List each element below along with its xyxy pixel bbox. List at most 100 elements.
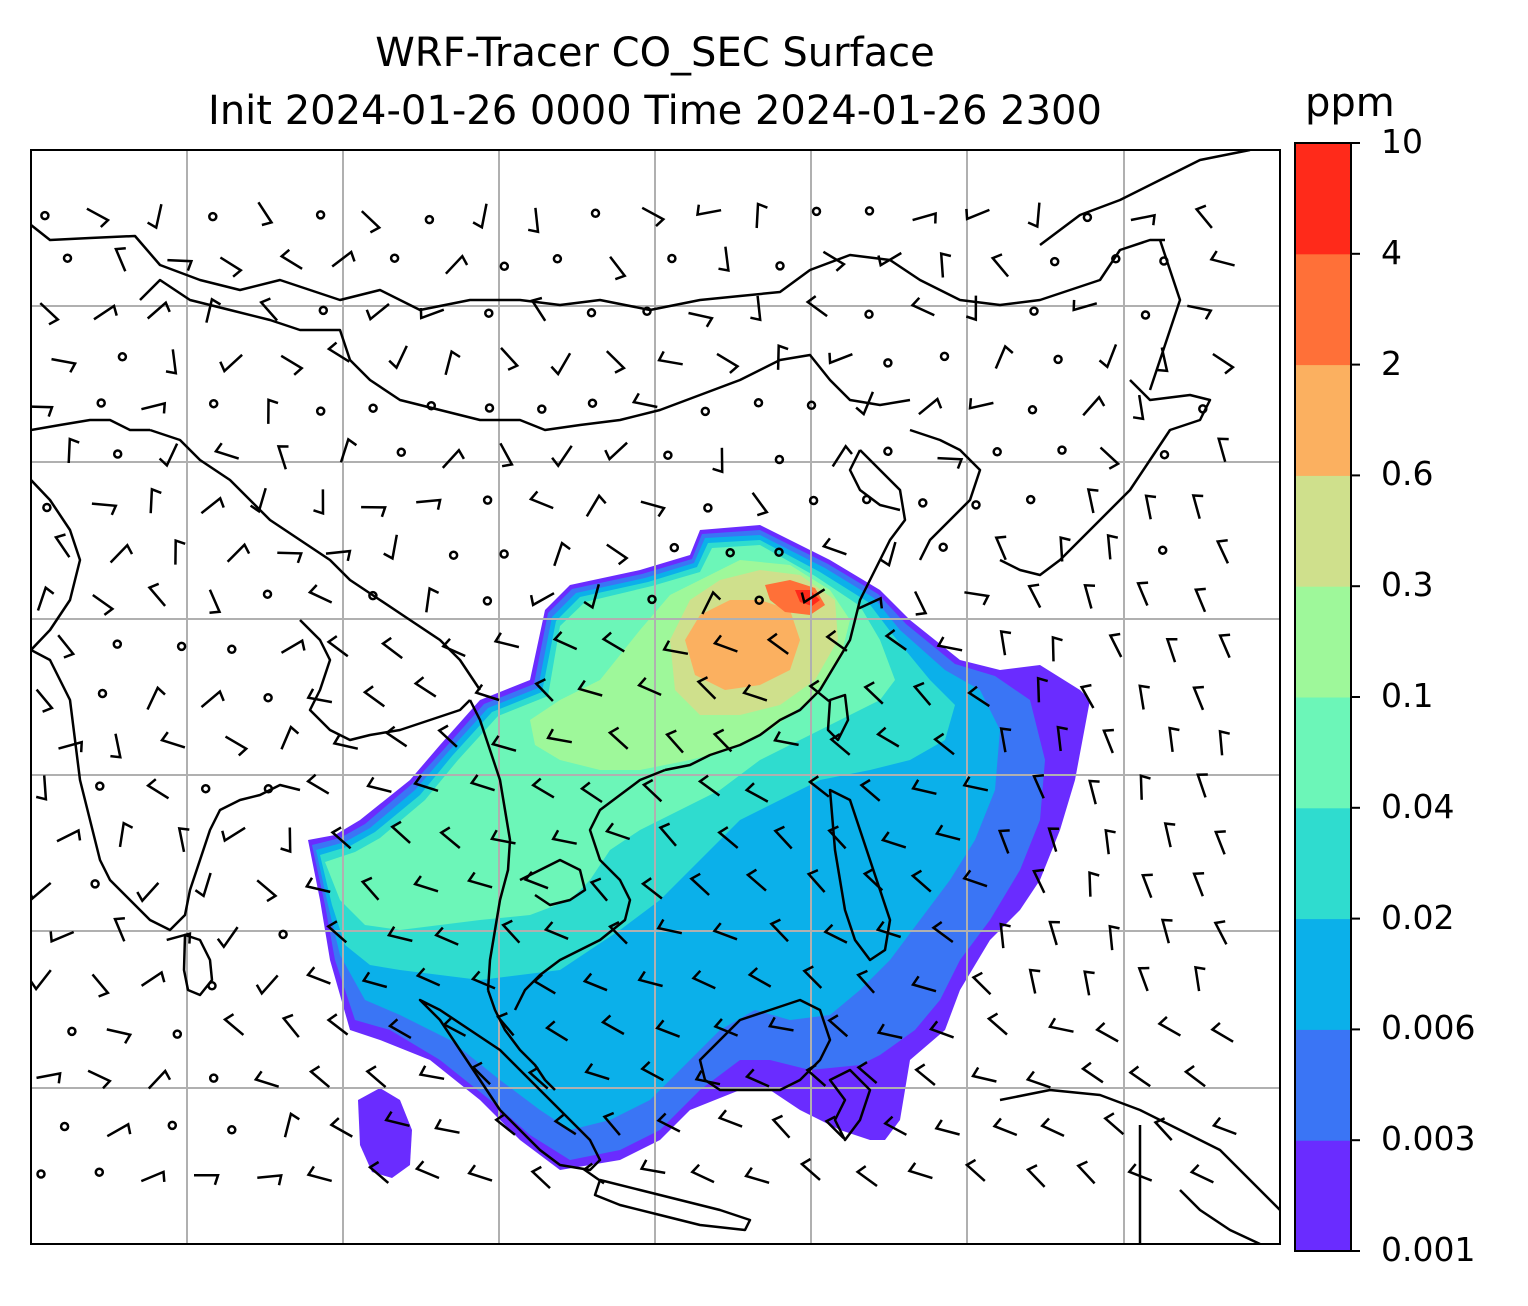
wind-barb bbox=[806, 868, 826, 893]
wind-barb bbox=[434, 1118, 460, 1134]
colorbar-tick-label: 0.04 bbox=[1381, 786, 1455, 826]
colorbar-tick-label: 0.003 bbox=[1381, 1119, 1476, 1159]
wind-barb bbox=[1059, 535, 1071, 562]
wind-calm-circle bbox=[725, 547, 735, 558]
wind-barb bbox=[413, 676, 437, 698]
wind-barb bbox=[859, 778, 881, 802]
wind-barb bbox=[1193, 587, 1207, 613]
wind-barb bbox=[767, 1016, 794, 1032]
wind-barb bbox=[253, 1070, 280, 1088]
wind-barb bbox=[968, 398, 994, 410]
wind-calm-circle bbox=[94, 1167, 105, 1177]
wind-barb bbox=[365, 1065, 387, 1089]
wind-barb bbox=[999, 630, 1012, 656]
wind-barb bbox=[308, 1065, 331, 1089]
wind-barb bbox=[712, 634, 738, 653]
china-east-coast bbox=[664, 449, 907, 772]
wind-barb bbox=[534, 678, 554, 702]
wind-barb bbox=[1191, 494, 1204, 520]
wind-barb bbox=[1083, 583, 1096, 609]
wind-barb bbox=[589, 877, 609, 902]
wind-barb bbox=[36, 1071, 62, 1084]
colorbar-segment bbox=[1295, 475, 1351, 587]
malay-peninsula bbox=[486, 989, 556, 1091]
wind-barb bbox=[831, 444, 853, 468]
wind-barb bbox=[306, 1165, 333, 1183]
wind-barb bbox=[608, 920, 628, 945]
wind-barb bbox=[1032, 868, 1046, 894]
wind-barb bbox=[805, 295, 828, 318]
wind-barb bbox=[1079, 683, 1095, 709]
wind-barb bbox=[489, 829, 516, 845]
wind-barb bbox=[194, 1174, 220, 1186]
wind-barb bbox=[808, 679, 830, 703]
wind-barb bbox=[326, 1013, 349, 1036]
wind-barb bbox=[691, 969, 716, 990]
wind-calm-circle bbox=[939, 351, 950, 362]
wind-barb bbox=[544, 1020, 569, 1042]
wind-barb bbox=[1132, 394, 1145, 421]
wind-barb bbox=[106, 1122, 132, 1138]
wind-barb bbox=[118, 821, 134, 848]
wind-calm-circle bbox=[208, 398, 219, 409]
wind-barb bbox=[256, 879, 278, 903]
wind-calm-circle bbox=[227, 644, 237, 655]
java bbox=[593, 1178, 752, 1232]
wind-barb bbox=[437, 724, 458, 748]
wind-barb bbox=[601, 631, 625, 653]
wind-calm-circle bbox=[112, 449, 123, 459]
wind-barb bbox=[208, 589, 222, 614]
wind-barb bbox=[543, 921, 569, 940]
wind-calm-circle bbox=[262, 589, 273, 599]
wind-barb bbox=[1138, 684, 1150, 710]
wind-barb bbox=[92, 593, 115, 616]
wind-barb bbox=[579, 781, 603, 804]
wind-barb bbox=[1032, 774, 1045, 799]
wind-barb bbox=[992, 1117, 1018, 1137]
wind-barb bbox=[911, 779, 937, 796]
map-frame-contents bbox=[31, 150, 1280, 1244]
wind-barb bbox=[827, 1014, 849, 1038]
wind-barb bbox=[1047, 827, 1060, 852]
wind-calm-circle bbox=[208, 211, 218, 222]
wind-barb bbox=[380, 636, 403, 660]
wind-barb bbox=[665, 729, 684, 754]
wind-barb bbox=[1209, 250, 1235, 267]
wind-barb bbox=[999, 727, 1012, 753]
wind-barb bbox=[605, 350, 627, 374]
wind-barb bbox=[444, 254, 469, 275]
wind-barb bbox=[194, 872, 212, 898]
wind-calm-circle bbox=[537, 404, 547, 414]
colorbar-unit-label: ppm bbox=[1305, 80, 1395, 126]
wind-barb bbox=[35, 775, 48, 801]
wind-calm-circle bbox=[368, 403, 378, 413]
wind-barb bbox=[971, 1066, 997, 1083]
wind-barb bbox=[523, 871, 549, 890]
wind-barb bbox=[825, 629, 848, 652]
wind-barb bbox=[655, 1019, 681, 1038]
wind-barb bbox=[716, 352, 740, 374]
colorbar-tick-label: 10 bbox=[1381, 122, 1423, 161]
colorbar-segment bbox=[1295, 143, 1351, 255]
wind-barb bbox=[658, 822, 677, 847]
wind-barb bbox=[1048, 1017, 1074, 1033]
wind-barb bbox=[962, 776, 989, 792]
wind-calm-circle bbox=[586, 308, 597, 318]
wind-barb bbox=[499, 442, 514, 468]
wind-calm-circle bbox=[368, 590, 378, 601]
wind-barb bbox=[582, 1162, 605, 1185]
wind-barb bbox=[165, 349, 178, 375]
wind-calm-circle bbox=[426, 400, 437, 411]
wind-barb bbox=[1099, 446, 1121, 470]
yellow-sea bbox=[848, 449, 901, 512]
wind-barb bbox=[259, 297, 279, 322]
wind-barb bbox=[766, 632, 789, 655]
wind-barb bbox=[313, 489, 325, 516]
wind-barb bbox=[257, 1173, 283, 1186]
wind-barb bbox=[771, 1114, 791, 1139]
wind-calm-circle bbox=[774, 454, 785, 465]
wind-barb bbox=[146, 300, 171, 320]
wind-barb bbox=[879, 541, 897, 568]
wind-barb bbox=[884, 629, 907, 651]
wind-barb bbox=[31, 405, 54, 418]
